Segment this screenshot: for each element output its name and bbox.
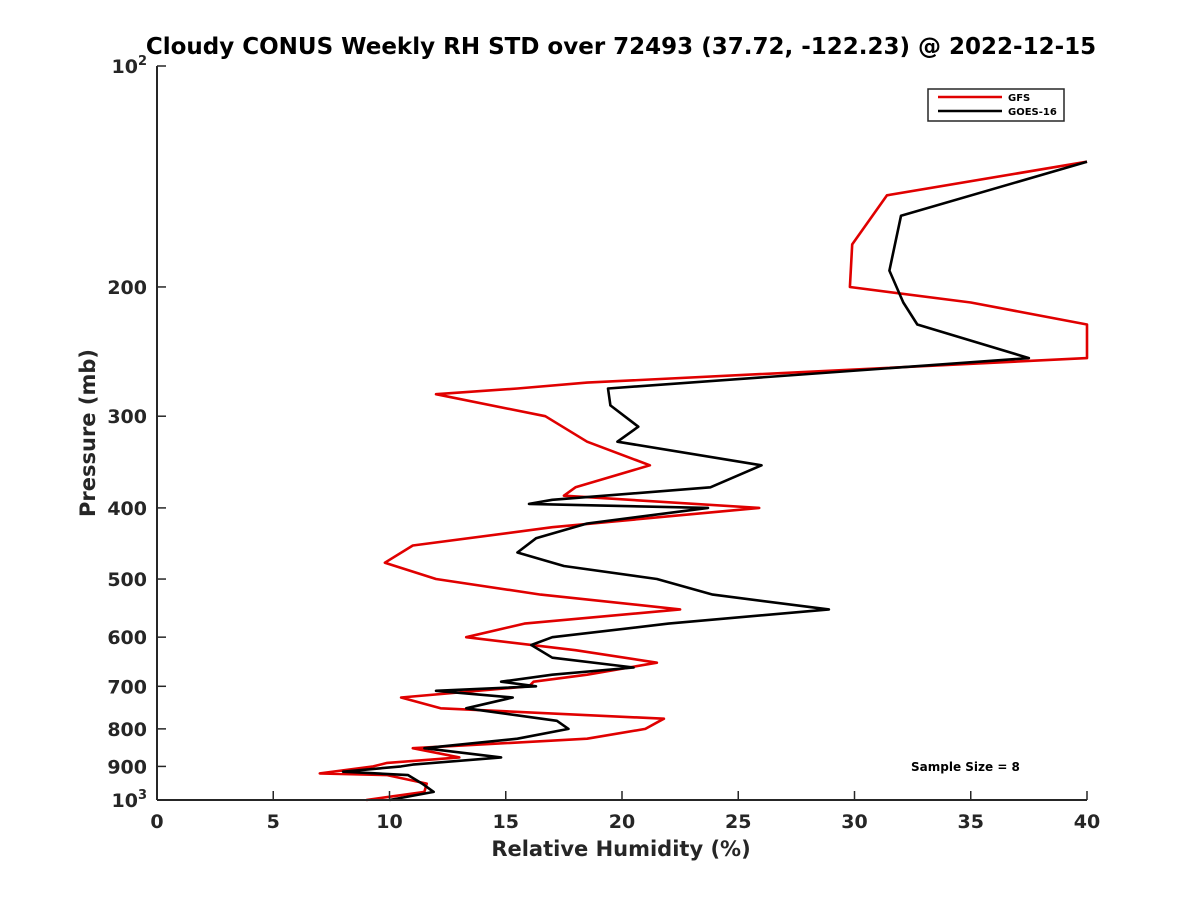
y-tick-label: 103 [112, 788, 148, 812]
legend-box [927, 88, 1065, 122]
x-tick-label: 35 [958, 811, 984, 833]
legend: GFS GOES-16 [927, 88, 1065, 122]
y-tick-label: 800 [107, 719, 147, 741]
y-tick-label: 200 [107, 277, 147, 299]
x-tick-label: 0 [150, 811, 163, 833]
y-tick-label: 600 [107, 627, 147, 649]
x-ticks: 0 5 10 15 20 25 30 35 40 [150, 791, 1100, 833]
legend-label-goes-16: GOES-16 [1008, 107, 1057, 118]
y-tick-label: 102 [112, 54, 148, 78]
sample-size-annotation: Sample Size = 8 [911, 760, 1020, 774]
legend-label-gfs: GFS [1008, 93, 1030, 104]
series-line-gfs [318, 160, 1089, 802]
series-line-goes-16 [341, 160, 1088, 802]
y-tick-label: 500 [107, 569, 147, 591]
x-tick-label: 40 [1074, 811, 1100, 833]
x-tick-label: 20 [609, 811, 635, 833]
x-tick-label: 15 [493, 811, 519, 833]
y-tick-label: 300 [107, 406, 147, 428]
axes [156, 66, 1087, 801]
y-tick-label: 700 [107, 676, 147, 698]
y-tick-label: 900 [107, 756, 147, 778]
x-axis-label: Relative Humidity (%) [491, 837, 750, 861]
x-tick-label: 5 [267, 811, 280, 833]
y-axis-label: Pressure (mb) [76, 349, 100, 517]
y-ticks: 102 200 300 400 500 600 700 800 900 103 [107, 54, 166, 812]
y-tick-label: 400 [107, 498, 147, 520]
x-tick-label: 10 [376, 811, 402, 833]
x-tick-label: 25 [725, 811, 751, 833]
series-layer [318, 160, 1089, 802]
x-tick-label: 30 [841, 811, 867, 833]
chart-title: Cloudy CONUS Weekly RH STD over 72493 (3… [146, 34, 1096, 60]
